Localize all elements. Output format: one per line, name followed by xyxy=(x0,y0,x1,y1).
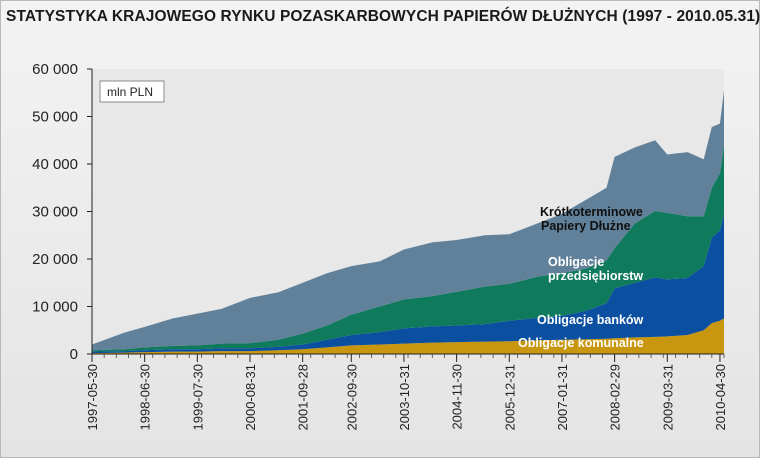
x-tick-label: 1997-05-30 xyxy=(85,364,100,431)
x-tick-label: 2009-03-31 xyxy=(660,364,675,431)
x-tick-label: 2008-02-29 xyxy=(608,364,623,431)
x-tick-label: 2004-11-30 xyxy=(450,364,465,430)
x-tick-label: 2003-10-31 xyxy=(397,364,412,431)
y-tick-label: 10 000 xyxy=(32,299,78,316)
unit-legend-box: mln PLN xyxy=(99,80,165,103)
label-przedsiebiorstw-line2: przedsiębiorstw xyxy=(548,269,643,283)
area-obligacje-komunalne xyxy=(92,318,724,354)
x-tick-label: 2002-09-30 xyxy=(344,364,359,431)
unit-box-frame xyxy=(99,80,165,103)
label-przedsiebiorstw-line1: Obligacje xyxy=(548,255,604,269)
label-krotkoterminowe-line1: Krótkoterminowe xyxy=(540,205,643,219)
y-tick-label: 40 000 xyxy=(32,156,78,173)
label-krotkoterminowe-line2: Papiery Dłużne xyxy=(541,219,631,233)
label-bankow: Obligacje banków xyxy=(537,313,644,327)
axes-group: 0 10 000 20 000 30 000 40 000 50 000 60 000 199… xyxy=(32,61,728,431)
x-tick-label: 2000-08-31 xyxy=(243,364,258,431)
series-labels: Krótkoterminowe Papiery Dłużne Obligacje… xyxy=(518,205,644,350)
label-komunalne: Obligacje komunalne xyxy=(518,336,644,350)
x-tick-label: 2007-01-31 xyxy=(555,364,570,431)
y-tick-label: 60 000 xyxy=(32,61,78,78)
y-tick-label: 20 000 xyxy=(32,251,78,268)
area-obligacje-bankow xyxy=(92,213,724,354)
x-tick-label: 2005-12-31 xyxy=(502,364,517,431)
unit-label: mln PLN xyxy=(107,85,153,99)
y-tick-label: 0 xyxy=(70,346,78,363)
x-tick-label: 1999-07-30 xyxy=(190,364,205,431)
x-tick-label: 2010-04-30 xyxy=(713,364,728,431)
x-tick-label: 1998-06-30 xyxy=(138,364,153,431)
y-tick-label: 50 000 xyxy=(32,109,78,126)
x-tick-label: 2001-09-28 xyxy=(296,364,311,431)
area-krotkoterminowe xyxy=(92,90,724,351)
y-tick-label: 30 000 xyxy=(32,204,78,221)
chart-title: STATYSTYKA KRAJOWEGO RYNKU POZASKARBOWYC… xyxy=(6,8,760,25)
area-obligacje-przedsiebiorstw xyxy=(92,145,724,352)
area-series-group xyxy=(92,90,724,354)
